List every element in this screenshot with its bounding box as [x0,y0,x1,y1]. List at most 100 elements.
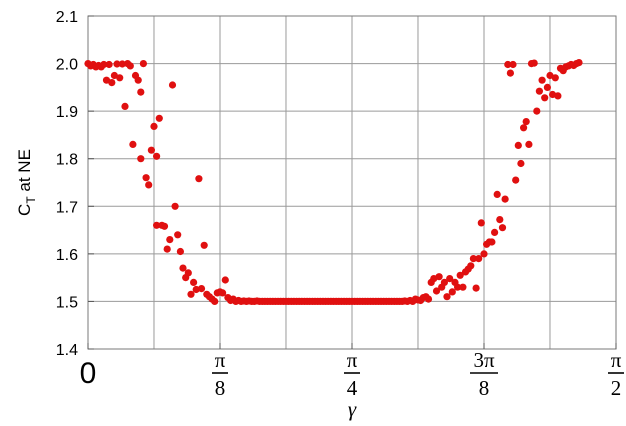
x-tick-label-denominator: 2 [611,376,622,400]
data-point [512,176,520,184]
data-point [118,60,126,68]
data-point [517,159,525,168]
data-point [477,219,485,227]
x-tick-label-denominator: 8 [215,376,226,400]
y-axis-ticks: 1.4 1.5 1.6 1.7 1.8 1.9 2.0 2.1 [56,9,94,359]
data-point [498,224,507,232]
x-tick-label-numerator: 3π [473,348,495,372]
data-point [424,295,433,303]
data-point [116,74,124,82]
data-point [195,175,203,183]
data-point [137,88,145,96]
data-point [155,114,163,122]
y-tick-label: 2.0 [56,57,78,74]
data-point [525,140,533,148]
data-point [179,264,187,272]
data-point [153,152,161,160]
data-point [543,83,552,91]
data-point [509,60,517,69]
data-point [184,269,192,277]
data-point [467,262,475,270]
data-point [129,140,137,148]
data-point [551,74,559,82]
y-axis-label-subscript: T [24,196,38,204]
data-point [134,76,142,84]
data-point [166,236,174,244]
data-point [514,141,522,149]
x-tick-label-numerator: π [215,348,226,372]
data-point [443,293,451,301]
data-point [171,202,179,210]
grid-lines [88,15,617,350]
data-point [554,92,562,100]
data-point [113,60,121,68]
data-point [491,228,499,236]
data-point [142,174,150,182]
data-point [200,241,208,249]
data-point [520,124,528,132]
data-point [197,285,206,293]
data-point [535,87,544,95]
data-point [504,60,512,69]
data-point [100,60,108,69]
x-axis-ticks: 0 π 8 π 4 3π 8 π 2 [80,343,624,400]
data-point [480,250,488,258]
data-points [84,59,583,305]
data-point [506,69,514,77]
data-point [121,102,129,110]
x-tick-label-denominator: 8 [479,376,490,400]
data-point [475,255,483,263]
data-point [472,284,480,292]
data-point [137,155,145,163]
data-point [174,231,182,239]
data-point [446,275,454,283]
data-point [538,76,546,84]
y-tick-label: 1.7 [56,199,78,216]
data-point [163,245,171,253]
data-point [145,181,153,189]
y-tick-label: 1.5 [56,294,78,311]
data-point [219,289,227,297]
data-point [501,195,509,203]
y-axis-label-rest: at NE [15,149,34,196]
data-point [435,273,443,281]
x-tick-label-numerator: π [347,348,358,372]
data-point [432,287,441,295]
x-tick-label: 0 [80,357,97,390]
data-point [522,118,530,126]
data-point [541,94,549,102]
x-axis-label: γ [348,397,357,421]
y-tick-label: 2.1 [56,9,78,26]
data-point [108,79,116,87]
data-point [493,190,501,198]
data-point [190,278,198,286]
data-point [150,122,158,130]
data-point [456,271,464,279]
data-point [221,276,229,284]
data-point [575,59,583,67]
data-point [488,238,496,246]
data-point [139,60,147,68]
x-tick-label-denominator: 4 [347,376,358,400]
data-point [105,60,113,69]
data-point [459,283,467,291]
data-point [211,297,219,305]
x-tick-label-numerator: π [611,348,622,372]
data-point [530,59,538,67]
data-point [440,278,448,286]
data-point [192,285,200,294]
y-tick-label: 1.8 [56,152,78,169]
data-point [187,290,195,298]
y-tick-label: 1.6 [56,247,78,264]
y-tick-label: 1.4 [56,342,78,359]
data-point [147,146,155,154]
data-point [160,222,169,230]
data-point [533,107,541,115]
data-point [469,255,477,263]
y-axis-label: CT at NE [15,149,38,216]
data-point [496,216,504,224]
data-point [448,288,456,296]
data-point [168,81,177,89]
data-point [126,62,134,70]
